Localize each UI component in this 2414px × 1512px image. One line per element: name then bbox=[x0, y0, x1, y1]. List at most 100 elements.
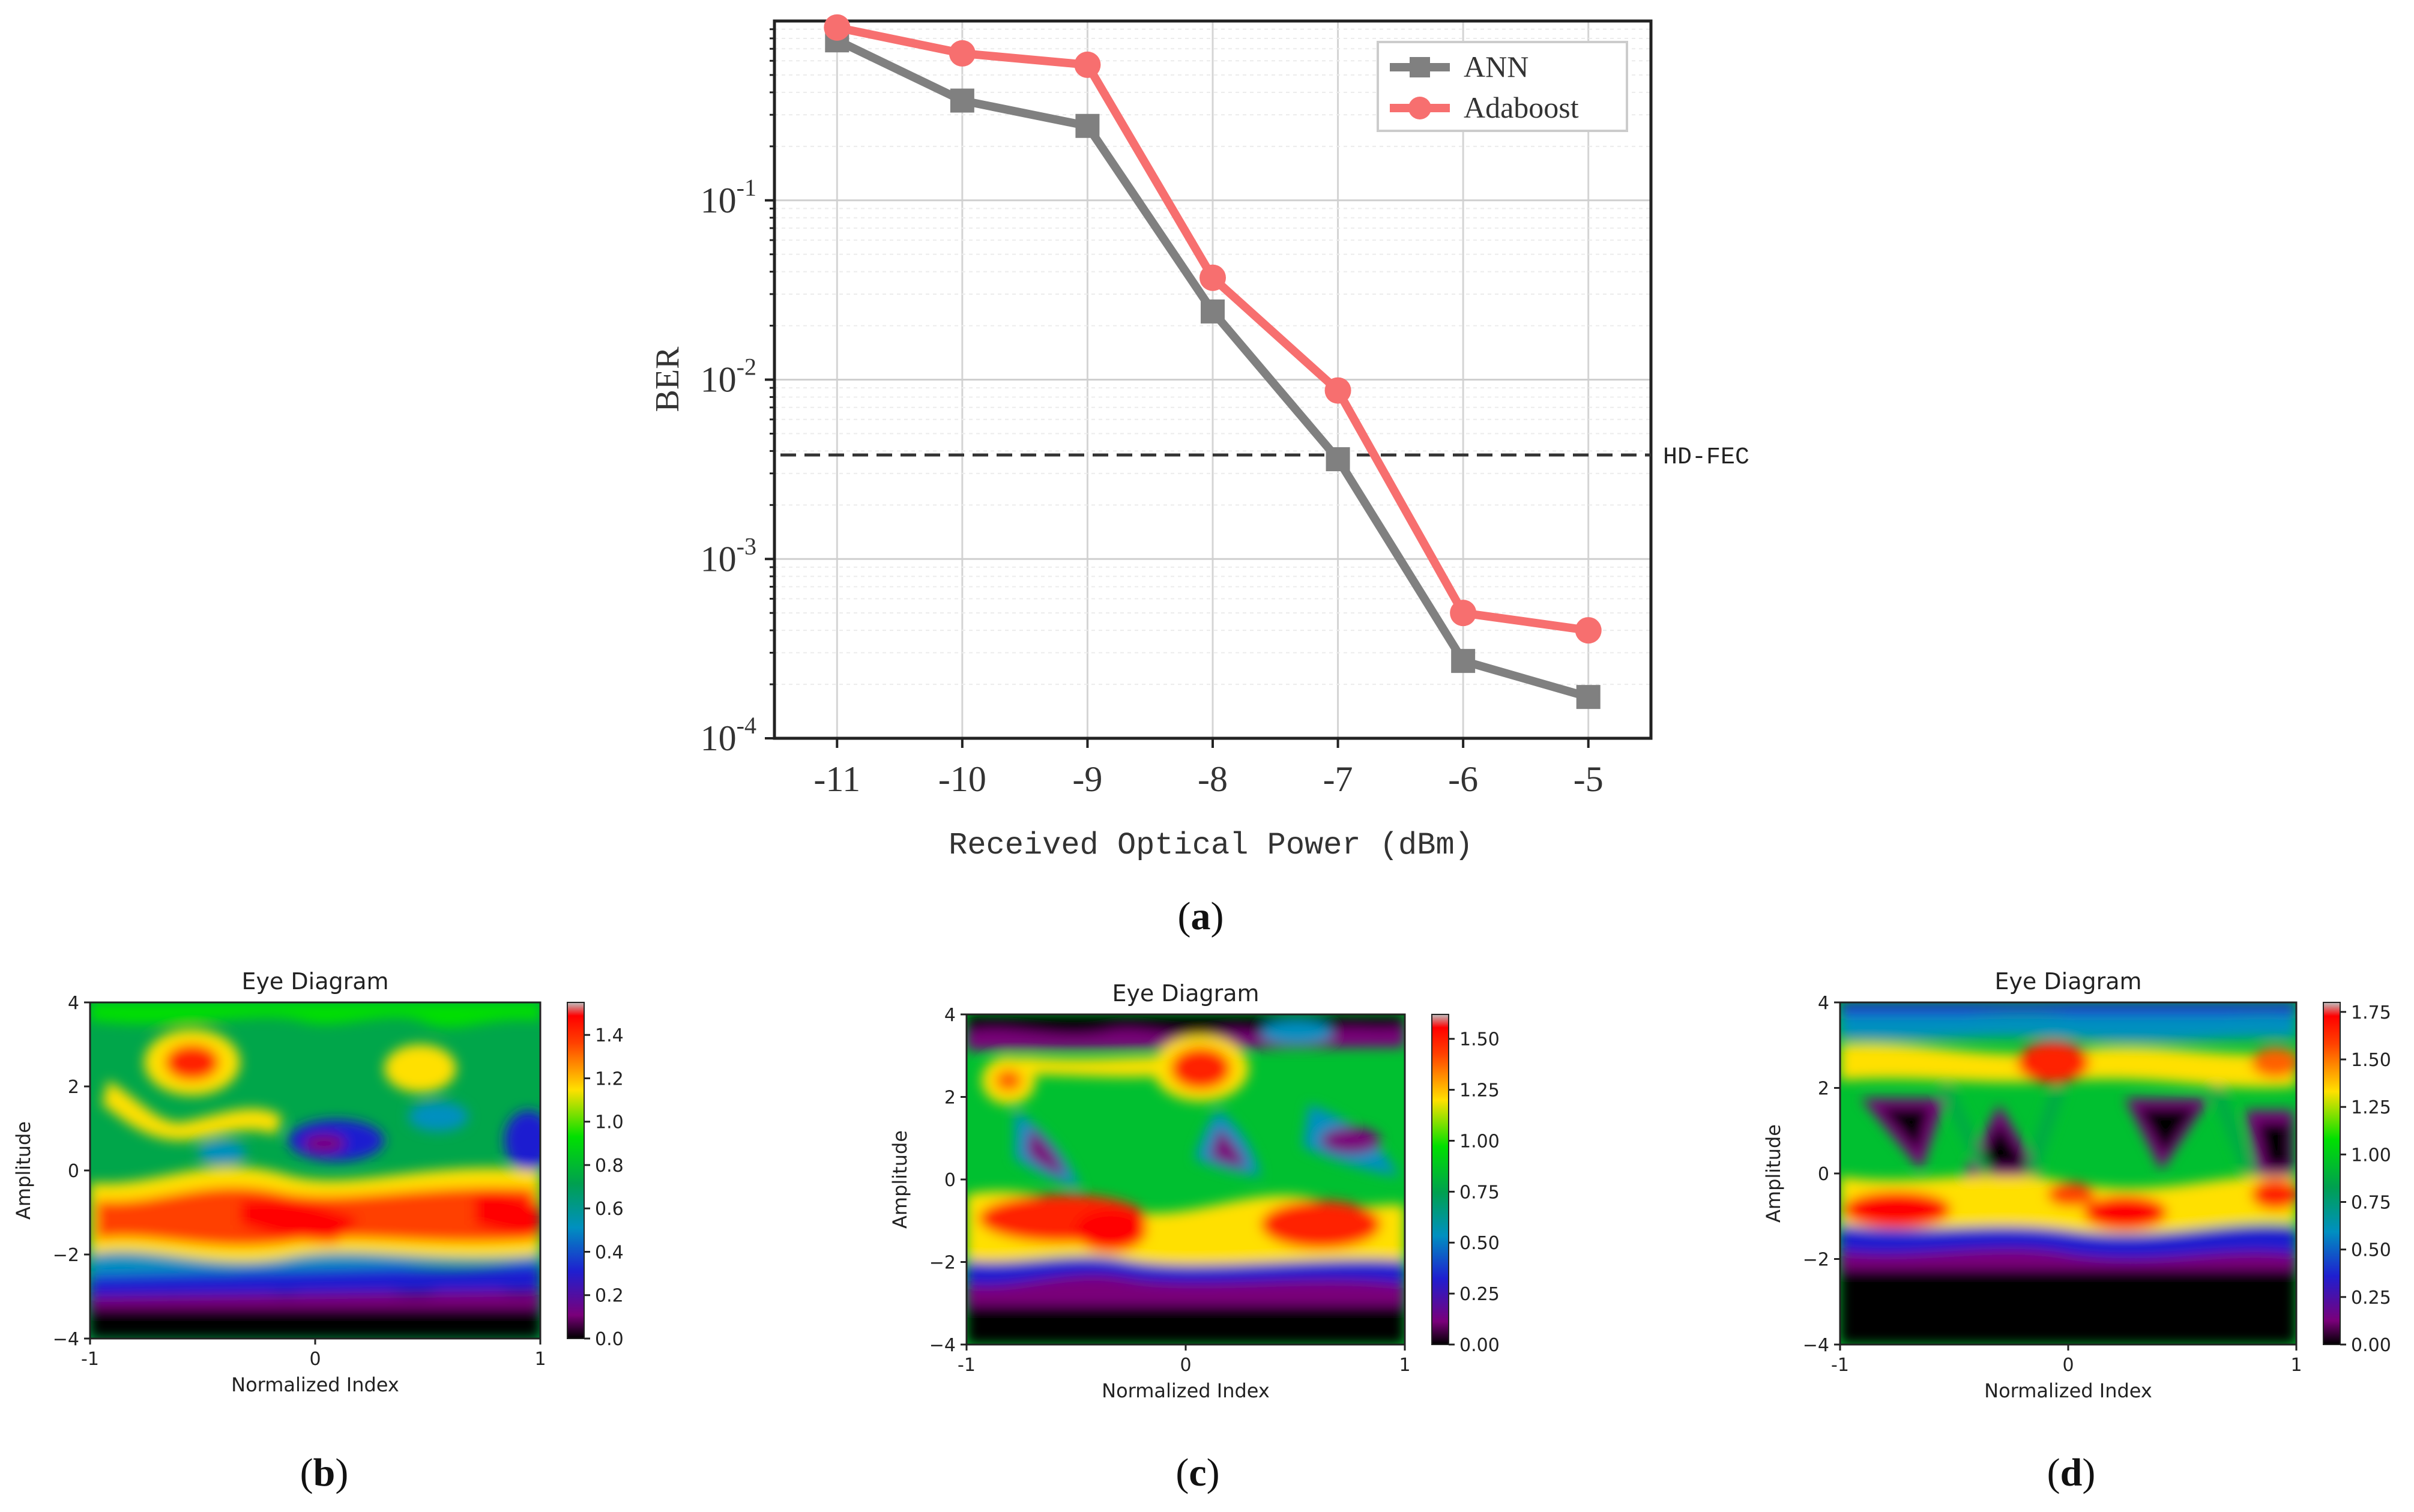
eye-x-tick-label: 1 bbox=[2290, 1355, 2302, 1376]
colorbar-tick-label: 1.25 bbox=[2351, 1097, 2391, 1118]
panel-label-d-letter: d bbox=[2060, 1451, 2083, 1495]
eye-y-tick-label: 4 bbox=[68, 993, 79, 1014]
eye-x-axis-label: Normalized Index bbox=[1102, 1379, 1270, 1402]
eye-y-tick-label: −2 bbox=[53, 1245, 79, 1266]
panel-label-b: (b) bbox=[300, 1451, 349, 1495]
y-tick-label-0: 10-1 bbox=[701, 174, 756, 220]
eye-x-tick-label: 0 bbox=[309, 1349, 321, 1370]
eye-x-tick-label: 0 bbox=[2062, 1355, 2074, 1376]
y-tick-base-2: 10 bbox=[701, 539, 737, 579]
colorbar-tick-label: 1.0 bbox=[595, 1112, 624, 1133]
ber-chart: HD-FEC 10-110-210-310-4 -11 -10 -9 -8 -7 -6 -5… bbox=[649, 14, 1749, 938]
eye-diagram-b: Eye Diagram bbox=[12, 968, 624, 1495]
x-tick-label-2: -9 bbox=[1072, 759, 1102, 799]
point-ann-5 bbox=[1451, 649, 1476, 673]
eye-x-tick-label: -1 bbox=[81, 1349, 99, 1370]
colorbar-tick-label: 1.00 bbox=[1459, 1131, 1500, 1152]
colorbar-tick-label: 1.50 bbox=[1459, 1029, 1500, 1050]
colorbar-tick-label: 1.50 bbox=[2351, 1050, 2391, 1071]
colorbar-tick-label: 1.75 bbox=[2351, 1002, 2391, 1023]
y-tick-exp-2: -3 bbox=[737, 532, 756, 559]
point-adaboost-0 bbox=[824, 14, 851, 41]
y-axis-label: BER bbox=[649, 346, 686, 412]
eye-y-axis-label: Amplitude bbox=[1762, 1124, 1785, 1223]
eye-title-c: Eye Diagram bbox=[1112, 980, 1259, 1007]
eye-axes-b: -1 0 1 4 2 0 −2 −4 Normalized Index Amplitude bbox=[12, 993, 546, 1396]
eye-y-tick-label: −4 bbox=[1803, 1335, 1829, 1356]
legend-adaboost-label: Adaboost bbox=[1464, 91, 1579, 124]
eye-x-tick-label: -1 bbox=[1831, 1355, 1849, 1376]
y-tick-exp-0: -1 bbox=[737, 174, 756, 201]
eye-y-tick-label: 2 bbox=[1818, 1079, 1829, 1100]
eye-y-axis-label: Amplitude bbox=[889, 1130, 911, 1229]
x-tick-label-3: -8 bbox=[1198, 759, 1228, 799]
colorbar-ticks-b: 1.4 1.2 1.0 0.8 0.6 0.4 0.2 0.0 bbox=[584, 1025, 624, 1350]
eye-y-tick-label: 2 bbox=[944, 1088, 956, 1109]
y-tick-base-0: 10 bbox=[701, 181, 737, 220]
point-adaboost-4 bbox=[1324, 377, 1351, 404]
legend-ann-marker bbox=[1410, 57, 1430, 77]
eye-y-tick-label: 0 bbox=[68, 1161, 79, 1182]
y-tick-base-1: 10 bbox=[701, 360, 737, 400]
colorbar-tick-label: 0.00 bbox=[2351, 1335, 2391, 1356]
point-adaboost-6 bbox=[1575, 617, 1602, 644]
point-ann-3 bbox=[1201, 299, 1225, 324]
eye-heatmap-c bbox=[967, 1014, 1405, 1345]
series-group bbox=[824, 14, 1602, 709]
colorbar-tick-label: 0.2 bbox=[595, 1286, 624, 1307]
eye-y-tick-label: 4 bbox=[1818, 993, 1829, 1014]
legend-adaboost-marker bbox=[1408, 97, 1431, 119]
hd-fec-label: HD-FEC bbox=[1663, 444, 1749, 471]
eye-axes-d: -1 0 1 4 2 0 −2 −4 Normalized Index Amplitude bbox=[1762, 993, 2302, 1402]
eye-x-axis-label: Normalized Index bbox=[231, 1373, 399, 1396]
x-tick-label-6: -5 bbox=[1574, 759, 1604, 799]
colorbar-c bbox=[1431, 1014, 1449, 1345]
eye-diagram-d: Eye Diagram bbox=[1762, 968, 2391, 1495]
y-tick-label-2: 10-3 bbox=[701, 532, 756, 579]
point-ann-4 bbox=[1326, 447, 1350, 472]
eye-title-b: Eye Diagram bbox=[241, 968, 388, 995]
colorbar-b bbox=[567, 1002, 585, 1339]
panel-label-a: (a) bbox=[1178, 894, 1224, 938]
colorbar-tick-label: 1.00 bbox=[2351, 1145, 2391, 1166]
legend-ann-label: ANN bbox=[1464, 50, 1528, 83]
eye-axes-c: -1 0 1 4 2 0 −2 −4 Normalized Index Amplitude bbox=[889, 1005, 1411, 1402]
eye-heatmap-b bbox=[90, 1002, 540, 1339]
y-tick-base-3: 10 bbox=[701, 718, 737, 758]
point-adaboost-1 bbox=[949, 40, 976, 67]
point-ann-2 bbox=[1075, 113, 1100, 138]
colorbar-tick-label: 0.6 bbox=[595, 1199, 624, 1220]
colorbar-tick-label: 0.75 bbox=[2351, 1193, 2391, 1214]
y-tick-exp-1: -2 bbox=[737, 354, 756, 381]
eye-y-axis-label: Amplitude bbox=[12, 1121, 35, 1220]
colorbar-d bbox=[2323, 1002, 2341, 1345]
point-adaboost-2 bbox=[1074, 51, 1101, 78]
eye-y-tick-label: 0 bbox=[944, 1170, 956, 1191]
colorbar-tick-label: 1.25 bbox=[1459, 1080, 1500, 1101]
panel-label-a-letter: a bbox=[1191, 894, 1211, 938]
colorbar-tick-label: 0.50 bbox=[1459, 1233, 1500, 1254]
colorbar-tick-label: 0.50 bbox=[2351, 1240, 2391, 1261]
colorbar-tick-label: 0.8 bbox=[595, 1155, 624, 1176]
eye-y-tick-label: 0 bbox=[1818, 1164, 1829, 1185]
y-tick-label-3: 10-4 bbox=[701, 712, 756, 758]
eye-y-tick-label: 2 bbox=[68, 1077, 79, 1098]
eye-y-tick-label: −2 bbox=[1803, 1250, 1829, 1271]
legend: ANN Adaboost bbox=[1377, 41, 1628, 132]
eye-heatmap-d bbox=[1840, 1002, 2296, 1345]
colorbar-tick-label: 1.4 bbox=[595, 1025, 624, 1046]
point-adaboost-5 bbox=[1450, 600, 1477, 627]
y-tick-label-1: 10-2 bbox=[701, 354, 756, 400]
y-tick-exp-3: -4 bbox=[737, 712, 756, 739]
colorbar-tick-label: 0.0 bbox=[595, 1329, 624, 1350]
x-axis-label: Received Optical Power (dBm) bbox=[949, 828, 1473, 863]
point-adaboost-3 bbox=[1199, 264, 1226, 291]
x-tick-label-4: -7 bbox=[1323, 759, 1353, 799]
eye-x-tick-label: 1 bbox=[534, 1349, 546, 1370]
eye-x-tick-label: 1 bbox=[1399, 1355, 1410, 1376]
colorbar-tick-label: 0.75 bbox=[1459, 1182, 1500, 1203]
eye-y-tick-label: −4 bbox=[929, 1335, 956, 1356]
y-ticks: 10-110-210-310-4 bbox=[701, 28, 774, 758]
panel-label-d: (d) bbox=[2047, 1451, 2096, 1495]
